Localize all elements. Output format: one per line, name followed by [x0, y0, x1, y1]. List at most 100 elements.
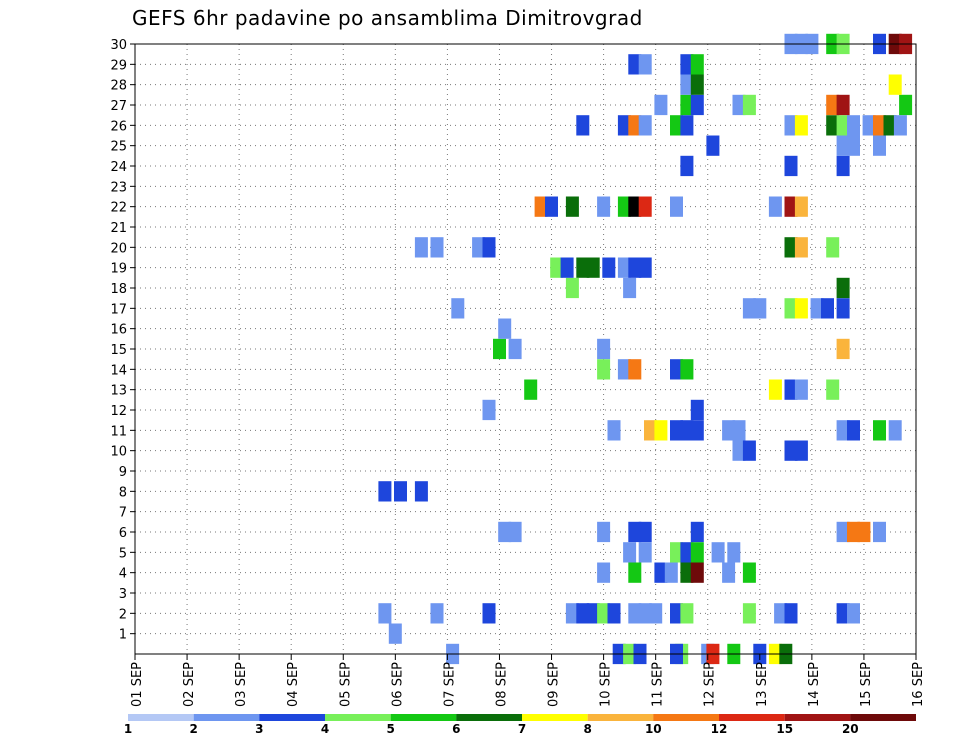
- heatmap-cell: [836, 115, 850, 136]
- heatmap-cell: [628, 603, 642, 624]
- heatmap-cell: [836, 135, 850, 156]
- legend-swatch: [653, 714, 719, 721]
- heatmap-cell: [628, 359, 642, 380]
- legend-label: 7: [518, 722, 526, 736]
- heatmap-cell: [493, 338, 506, 360]
- y-tick-label: 30: [110, 38, 127, 53]
- y-tick-label: 5: [119, 546, 127, 561]
- heatmap-cell: [847, 603, 860, 624]
- heatmap-cell: [727, 542, 741, 563]
- heatmap-cell: [836, 420, 850, 441]
- heatmap-cell: [690, 420, 704, 441]
- heatmap-cell: [638, 196, 652, 217]
- heatmap-cell: [784, 440, 798, 461]
- heatmap-cell: [664, 562, 678, 583]
- heatmap-cell: [893, 115, 907, 136]
- heatmap-cell: [628, 54, 642, 75]
- heatmap-cell: [394, 481, 407, 502]
- heatmap-cell: [586, 257, 600, 278]
- heatmap-cell: [638, 603, 652, 624]
- heatmap-cell: [597, 521, 611, 543]
- y-tick-label: 7: [119, 506, 127, 521]
- heatmap-cell: [680, 155, 694, 177]
- legend-label: 6: [452, 722, 460, 736]
- heatmap-cell: [524, 379, 538, 400]
- y-tick-label: 15: [110, 343, 127, 358]
- heatmap-cell: [711, 542, 725, 563]
- heatmap-cell: [680, 420, 694, 441]
- heatmap-cell: [784, 379, 798, 400]
- heatmap-cell: [638, 257, 652, 278]
- heatmap-cell: [670, 115, 683, 136]
- x-tick-label: 14 SEP: [807, 662, 822, 707]
- heatmap-cell: [847, 135, 860, 156]
- heatmap-cell: [794, 196, 808, 217]
- heatmap-cell: [722, 420, 736, 441]
- heatmap-cell: [732, 440, 746, 461]
- heatmap-cell: [810, 298, 824, 319]
- heatmap-cell: [628, 115, 642, 136]
- heatmap-cell: [576, 257, 590, 278]
- heatmap-cell: [899, 94, 913, 116]
- heatmap-cell: [508, 338, 522, 360]
- heatmap-cell: [873, 135, 886, 156]
- heatmap-cell: [472, 237, 486, 258]
- heatmap-cell: [690, 542, 704, 563]
- heatmap-cell: [826, 94, 840, 116]
- heatmap-cell: [680, 115, 694, 136]
- heatmap-cell: [628, 196, 642, 217]
- heatmap-cell: [722, 562, 736, 583]
- x-tick-label: 07 SEP: [442, 662, 457, 707]
- y-tick-label: 22: [110, 201, 127, 216]
- legend-label: 5: [387, 722, 395, 736]
- heatmap-cell: [623, 542, 637, 563]
- heatmap-cell: [784, 603, 798, 624]
- heatmap-cell: [742, 94, 756, 116]
- heatmap-cell: [617, 359, 631, 380]
- y-tick-label: 26: [110, 119, 127, 134]
- x-tick-label: 05 SEP: [338, 662, 353, 707]
- heatmap-cell: [680, 542, 694, 563]
- legend-label: 12: [711, 722, 728, 736]
- y-tick-label: 11: [110, 424, 127, 439]
- x-tick-label: 13 SEP: [755, 662, 770, 707]
- heatmap-cell: [550, 257, 564, 278]
- heatmap-cell: [784, 115, 798, 136]
- heatmap-cell: [597, 562, 611, 583]
- legend-swatch: [719, 714, 785, 721]
- heatmap-cell: [482, 399, 496, 421]
- heatmap-cell: [836, 277, 850, 299]
- heatmap-cell: [670, 603, 683, 624]
- heatmap-cell: [670, 542, 683, 563]
- heatmap-cell: [680, 74, 694, 95]
- y-tick-label: 19: [110, 262, 127, 277]
- heatmap-cell: [670, 196, 683, 217]
- heatmap-cell: [607, 420, 621, 441]
- y-tick-label: 20: [110, 241, 127, 256]
- legend-swatch: [128, 714, 194, 721]
- heatmap-cell: [784, 298, 798, 319]
- heatmap-cell: [649, 603, 663, 624]
- heatmap-cell: [597, 338, 611, 360]
- heatmap-cell: [576, 115, 590, 136]
- heatmap-cell: [654, 562, 668, 583]
- legend-swatch: [259, 714, 325, 721]
- x-tick-label: 16 SEP: [911, 662, 926, 707]
- x-tick-label: 04 SEP: [286, 662, 301, 707]
- heatmap-cell: [628, 521, 642, 543]
- heatmap-cell: [836, 155, 850, 177]
- legend-swatch: [325, 714, 391, 721]
- heatmap-cell: [836, 298, 850, 319]
- heatmap-cell: [774, 603, 788, 624]
- heatmap-cell: [888, 420, 902, 441]
- heatmap-cell: [378, 603, 392, 624]
- x-tick-label: 01 SEP: [130, 662, 145, 707]
- y-tick-label: 28: [110, 79, 127, 94]
- heatmap-cell: [857, 521, 871, 543]
- heatmap-cell: [690, 74, 704, 95]
- legend-label: 1: [124, 722, 132, 736]
- y-tick-label: 14: [110, 363, 127, 378]
- y-tick-label: 8: [119, 485, 127, 500]
- y-tick-label: 10: [110, 445, 127, 460]
- legend-swatch: [456, 714, 522, 721]
